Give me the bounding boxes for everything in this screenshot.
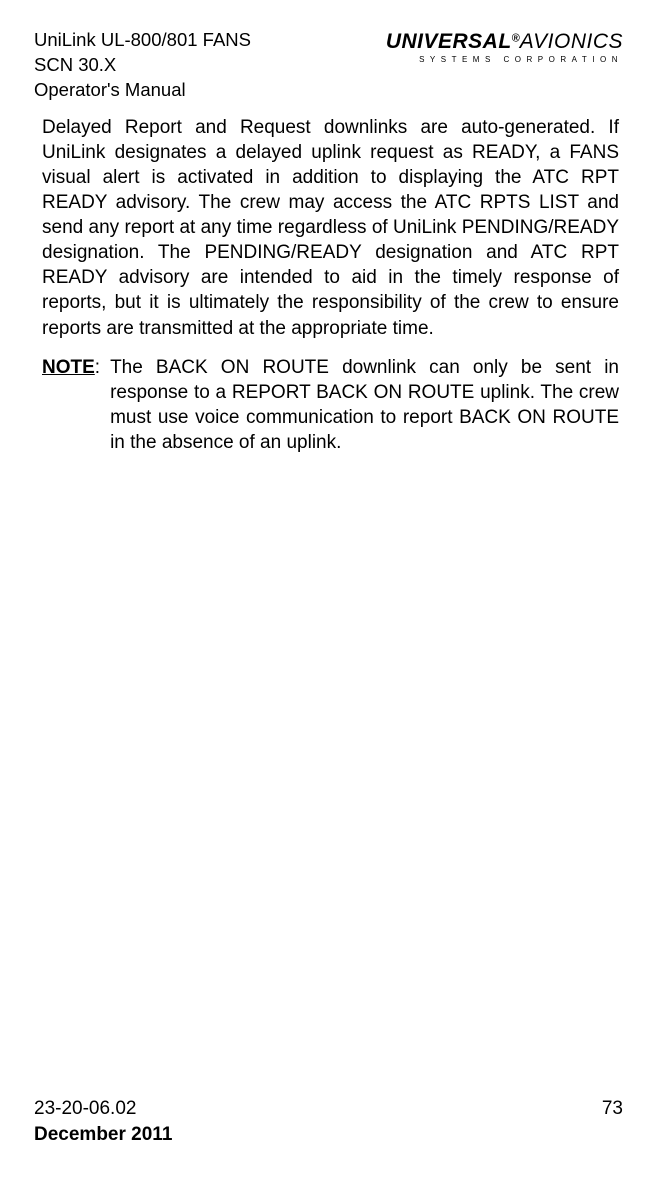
page-number: 73 [602, 1096, 623, 1123]
brand-main: UNIVERSAL [386, 30, 512, 54]
note-label: NOTE [42, 355, 95, 455]
note-text: The BACK ON ROUTE downlink can only be s… [110, 355, 619, 455]
note-block: NOTE: The BACK ON ROUTE downlink can onl… [42, 355, 619, 455]
note-colon: : [95, 355, 100, 455]
footer-date: December 2011 [34, 1122, 623, 1149]
brand-tagline: SYSTEMS CORPORATION [386, 55, 623, 64]
manual-line: Operator's Manual [34, 78, 251, 103]
body-paragraph-1: Delayed Report and Request downlinks are… [42, 115, 619, 341]
page-footer: 23-20-06.02 73 December 2011 [34, 1096, 623, 1149]
product-line: UniLink UL-800/801 FANS [34, 28, 251, 53]
brand-line: UNIVERSAL®AVIONICS [386, 30, 623, 54]
brand-sub: AVIONICS [520, 30, 623, 53]
scn-line: SCN 30.X [34, 53, 251, 78]
page-header: UniLink UL-800/801 FANS SCN 30.X Operato… [34, 28, 623, 103]
brand-block: UNIVERSAL®AVIONICS SYSTEMS CORPORATION [386, 28, 623, 64]
header-left-block: UniLink UL-800/801 FANS SCN 30.X Operato… [34, 28, 251, 103]
footer-row-1: 23-20-06.02 73 [34, 1096, 623, 1123]
registered-mark: ® [512, 33, 520, 45]
doc-number: 23-20-06.02 [34, 1096, 136, 1123]
